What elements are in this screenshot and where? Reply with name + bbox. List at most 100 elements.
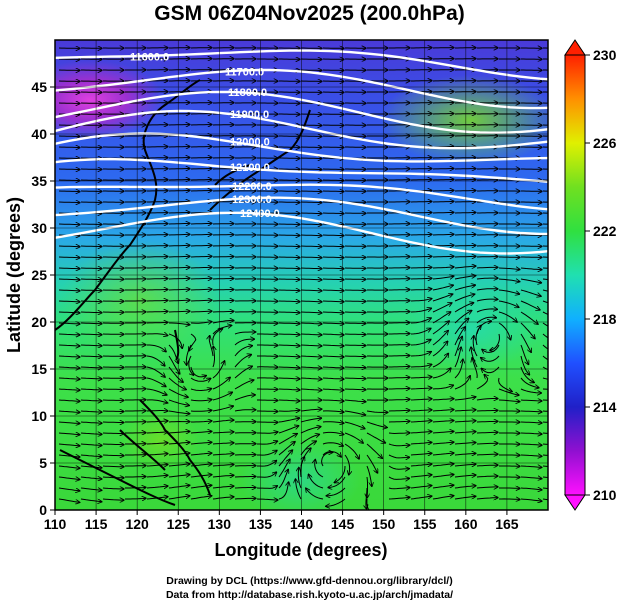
streamline bbox=[542, 267, 548, 269]
streamline bbox=[186, 344, 192, 365]
streamline bbox=[389, 388, 410, 389]
streamline bbox=[168, 496, 190, 500]
x-tick-label: 120 bbox=[125, 516, 149, 532]
streamline bbox=[278, 434, 297, 445]
streamline bbox=[542, 223, 548, 225]
streamline bbox=[190, 389, 211, 391]
streamline bbox=[278, 426, 299, 434]
streamline bbox=[410, 432, 432, 434]
streamline bbox=[454, 294, 475, 302]
streamline bbox=[168, 377, 186, 390]
streamline bbox=[454, 213, 476, 214]
streamline bbox=[212, 268, 234, 269]
streamline bbox=[476, 299, 498, 301]
streamline bbox=[300, 246, 322, 247]
streamline bbox=[542, 146, 548, 148]
streamline bbox=[212, 497, 234, 499]
streamline bbox=[454, 347, 461, 368]
streamline bbox=[300, 169, 322, 170]
colorbar-scale bbox=[564, 54, 586, 496]
streamline bbox=[168, 180, 190, 181]
streamline bbox=[168, 410, 190, 414]
streamline bbox=[410, 352, 431, 357]
streamline bbox=[476, 399, 498, 401]
streamline bbox=[300, 409, 322, 411]
streamline bbox=[454, 311, 472, 324]
streamline bbox=[498, 311, 517, 322]
streamline bbox=[542, 377, 548, 380]
streamline bbox=[520, 400, 542, 401]
streamline bbox=[410, 388, 432, 389]
streamline bbox=[388, 444, 410, 446]
streamline bbox=[278, 257, 300, 258]
streamline bbox=[388, 421, 410, 422]
wind-streamlines bbox=[58, 48, 548, 510]
streamline bbox=[542, 322, 548, 327]
streamline bbox=[190, 464, 212, 466]
streamline bbox=[168, 234, 190, 235]
streamline bbox=[278, 482, 289, 500]
streamline bbox=[432, 256, 454, 257]
streamline bbox=[168, 158, 190, 159]
streamline bbox=[344, 312, 366, 313]
streamline bbox=[542, 311, 548, 315]
streamline bbox=[168, 169, 190, 170]
streamline bbox=[322, 279, 344, 280]
x-tick-label: 110 bbox=[44, 516, 67, 532]
streamline bbox=[322, 180, 344, 181]
streamline bbox=[278, 345, 300, 346]
streamline bbox=[234, 410, 256, 411]
streamline bbox=[366, 443, 382, 458]
streamline bbox=[322, 389, 344, 390]
streamline bbox=[454, 276, 476, 280]
streamline bbox=[278, 312, 300, 313]
streamline bbox=[366, 454, 378, 473]
streamline bbox=[190, 125, 212, 126]
streamline bbox=[80, 334, 102, 335]
streamline bbox=[146, 497, 168, 499]
streamline bbox=[146, 377, 166, 387]
grid-lines bbox=[55, 40, 548, 510]
streamline bbox=[212, 279, 234, 280]
streamline bbox=[190, 278, 212, 279]
streamline bbox=[168, 399, 189, 405]
streamline bbox=[432, 354, 448, 368]
streamline bbox=[322, 432, 344, 434]
streamline bbox=[476, 465, 498, 466]
streamline bbox=[432, 453, 454, 455]
streamline bbox=[300, 224, 322, 225]
streamline bbox=[454, 496, 476, 500]
streamline bbox=[80, 279, 102, 280]
streamline bbox=[498, 377, 512, 392]
streamline bbox=[146, 432, 168, 433]
streamline bbox=[454, 303, 474, 313]
streamline bbox=[344, 367, 366, 368]
x-tick-label: 145 bbox=[331, 516, 355, 532]
streamline bbox=[388, 410, 410, 411]
streamline bbox=[80, 422, 102, 423]
streamline bbox=[432, 312, 451, 324]
streamline bbox=[432, 190, 454, 191]
streamline bbox=[328, 476, 346, 488]
streamline bbox=[476, 487, 498, 488]
streamline bbox=[542, 410, 548, 412]
streamline bbox=[300, 427, 321, 434]
streamline bbox=[168, 344, 178, 363]
streamline bbox=[389, 399, 410, 400]
streamline bbox=[322, 356, 344, 357]
contour-label: 11700.0 bbox=[225, 66, 264, 78]
streamline bbox=[476, 278, 498, 279]
streamline bbox=[212, 377, 230, 390]
streamline bbox=[102, 488, 124, 489]
streamline bbox=[300, 301, 322, 302]
streamline bbox=[300, 136, 322, 137]
streamline bbox=[542, 212, 548, 214]
contour-line bbox=[55, 157, 548, 183]
streamline bbox=[344, 432, 363, 443]
streamline bbox=[476, 498, 498, 499]
y-tick-label: 15 bbox=[31, 361, 47, 377]
colorbar-tick-label: 222 bbox=[593, 223, 617, 239]
streamline bbox=[80, 466, 102, 468]
streamline bbox=[322, 268, 344, 269]
contour-line bbox=[55, 49, 548, 81]
